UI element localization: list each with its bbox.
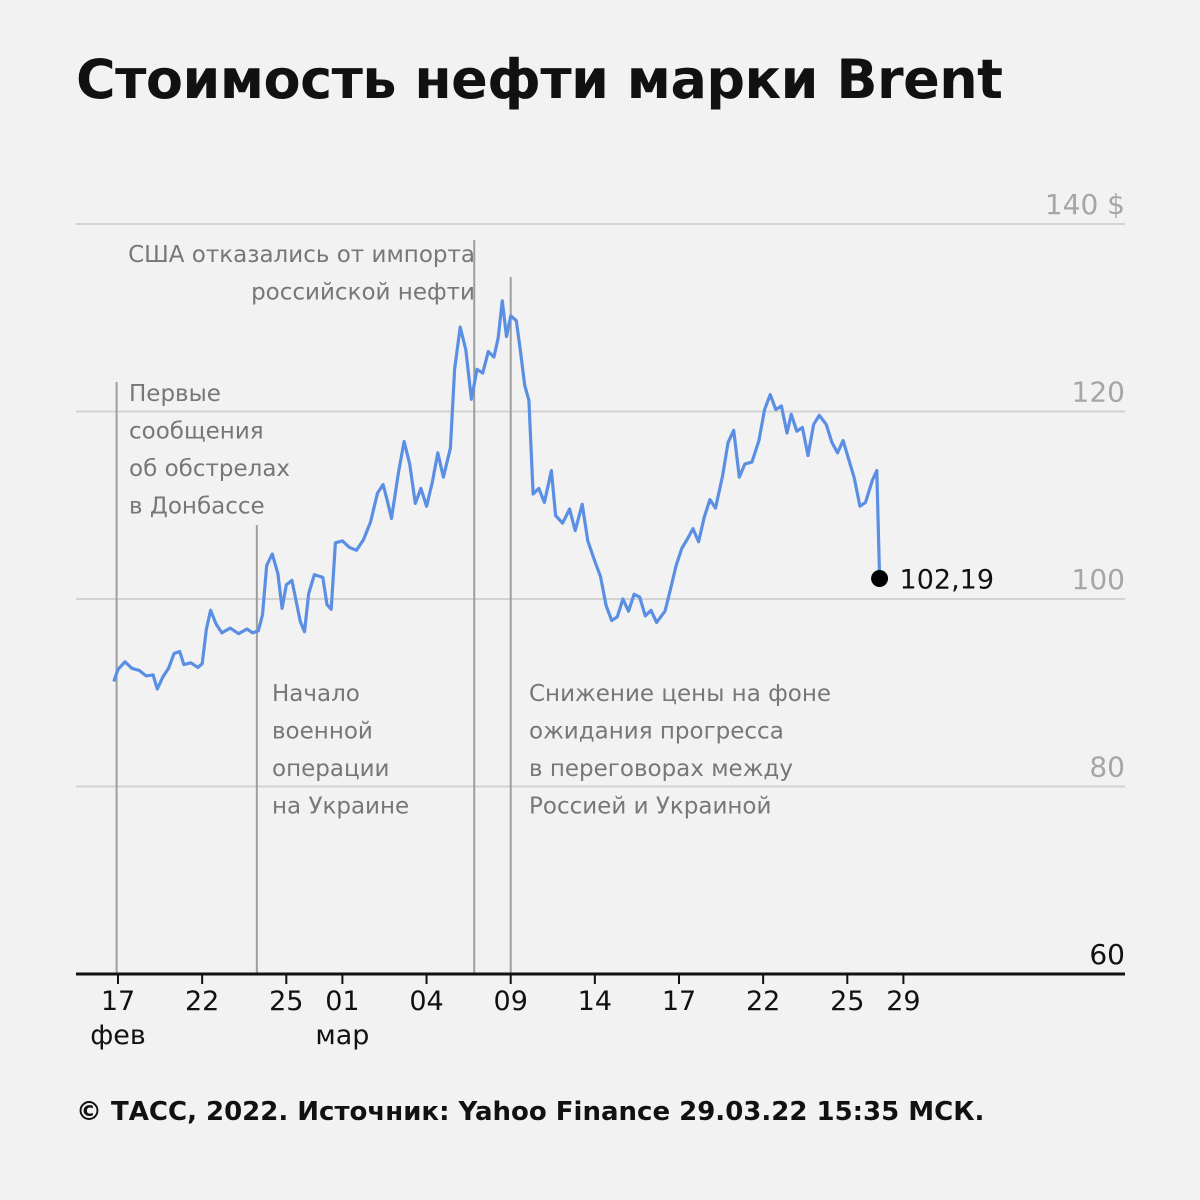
annotation-text: военной [272, 719, 373, 745]
annotation-text: Первые [129, 381, 221, 407]
annotation-text: Начало [272, 681, 360, 707]
last-value-marker: 102,19 [871, 564, 994, 595]
x-tick-month-label: фев [90, 1020, 146, 1051]
annotation-text: российской нефти [251, 280, 475, 306]
x-tick-label: 17 [662, 986, 696, 1017]
brent-price-chart: Первые сообщения об обстрелах в Донбассе Нач… [76, 188, 1125, 1051]
x-tick-month-label: мар [315, 1020, 369, 1051]
annotation-text: Снижение цены на фоне [529, 681, 831, 707]
x-tick-label: 22 [746, 986, 780, 1017]
x-tick-label: 22 [185, 986, 219, 1017]
y-tick-label: 60 [1089, 938, 1125, 971]
page-title: Стоимость нефти марки Brent [76, 48, 1003, 111]
last-value-label: 102,19 [900, 564, 994, 595]
y-axis-ticks: 140 $ 120 100 80 60 [1045, 188, 1125, 971]
x-tick-label: 14 [578, 986, 612, 1017]
annotation-text: в Донбассе [129, 494, 265, 520]
annotation-text: на Украине [272, 794, 409, 820]
x-tick-label: 29 [886, 986, 920, 1017]
annotation-text: об обстрелах [129, 456, 290, 482]
annotation-text: Россией и Украиной [529, 794, 771, 820]
y-tick-label: 80 [1089, 751, 1125, 784]
x-tick-label: 25 [830, 986, 864, 1017]
price-series [112, 299, 882, 691]
x-tick-label: 04 [409, 986, 443, 1017]
x-tick-label: 01 [325, 986, 359, 1017]
annotation-text: ожидания прогресса [529, 719, 784, 745]
series-line [112, 299, 882, 691]
annotation-text: США отказались от импорта [128, 242, 475, 268]
annotation-text: сообщения [129, 419, 264, 445]
annotation-text: операции [272, 756, 390, 782]
x-tick-label: 17 [101, 986, 135, 1017]
y-tick-label: 140 $ [1045, 188, 1125, 221]
x-tick-label: 09 [494, 986, 528, 1017]
annotations: Первые сообщения об обстрелах в Донбассе Нач… [115, 240, 831, 974]
x-tick-label: 25 [269, 986, 303, 1017]
annotation-text: в переговорах между [529, 756, 793, 782]
y-tick-label: 120 [1072, 376, 1125, 409]
last-value-dot [871, 569, 889, 587]
grid-lines [76, 223, 1125, 788]
y-tick-label: 100 [1072, 563, 1125, 596]
source-footer: © ТАСС, 2022. Источник: Yahoo Finance 29… [76, 1097, 985, 1127]
